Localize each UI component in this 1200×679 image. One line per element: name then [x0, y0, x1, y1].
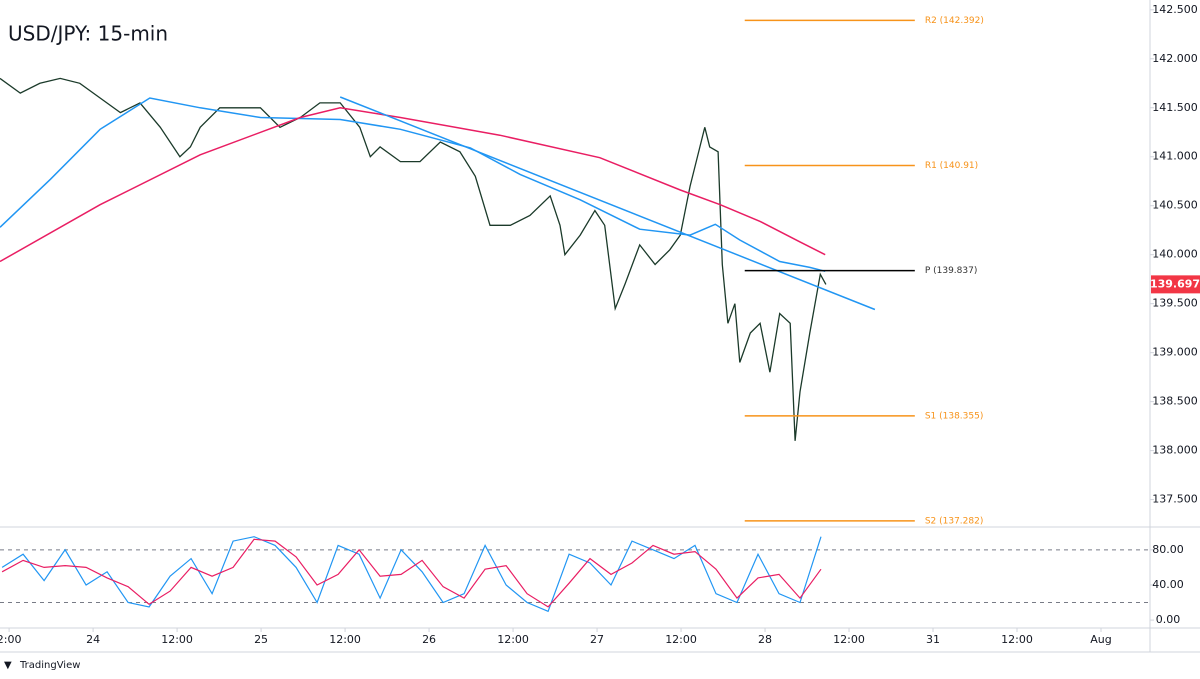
- y-tick-label: 140.000: [1152, 248, 1198, 261]
- x-tick-label: 2:00: [0, 633, 21, 646]
- y-tick-label: 140.500: [1152, 199, 1198, 212]
- x-tick-label: 27: [590, 633, 604, 646]
- x-tick-label: 24: [86, 633, 100, 646]
- y-tick-label: 139.500: [1152, 297, 1198, 310]
- pivot-label: S2 (137.282): [925, 516, 984, 526]
- footer-brand: TradingView: [19, 660, 80, 671]
- y-tick-label: 40.00: [1152, 578, 1184, 591]
- y-tick-label: 138.500: [1152, 395, 1198, 408]
- x-tick-label: 25: [254, 633, 268, 646]
- x-tick-label: 28: [758, 633, 772, 646]
- x-tick-label: 26: [422, 633, 436, 646]
- price-line: [0, 77, 827, 441]
- price-line: [339, 96, 876, 311]
- pivot-label: R1 (140.91): [925, 161, 978, 171]
- x-tick-label: 12:00: [1001, 633, 1033, 646]
- x-tick-label: 12:00: [497, 633, 529, 646]
- chart-title: USD/JPY: 15-min: [8, 22, 168, 46]
- price-line: [0, 107, 826, 263]
- y-tick-label: 142.000: [1152, 52, 1198, 65]
- y-tick-label: 139.000: [1152, 346, 1198, 359]
- x-tick-label: 12:00: [329, 633, 361, 646]
- pivot-label: R2 (142.392): [925, 16, 984, 26]
- y-tick-label: 138.000: [1152, 444, 1198, 457]
- pivot-label: P (139.837): [925, 266, 978, 276]
- y-tick-label: 141.000: [1152, 150, 1198, 163]
- pivot-label: S1 (138.355): [925, 411, 984, 421]
- logo: ▼: [4, 660, 12, 671]
- y-tick-label: 0.00: [1156, 613, 1181, 626]
- price-line: [0, 97, 826, 273]
- x-tick-label: Aug: [1090, 633, 1111, 646]
- y-tick-label: 142.500: [1152, 3, 1198, 16]
- y-tick-label: 137.500: [1152, 493, 1198, 506]
- stoch-line: [1, 538, 822, 608]
- y-tick-label: 80.00: [1152, 543, 1184, 556]
- x-tick-label: 12:00: [665, 633, 697, 646]
- stoch-line: [1, 536, 822, 613]
- x-tick-label: 12:00: [161, 633, 193, 646]
- last-price-box: [1151, 275, 1200, 294]
- last-price-label: 139.697: [1150, 277, 1200, 290]
- x-tick-label: 31: [926, 633, 940, 646]
- x-tick-label: 12:00: [833, 633, 865, 646]
- y-tick-label: 141.500: [1152, 101, 1198, 114]
